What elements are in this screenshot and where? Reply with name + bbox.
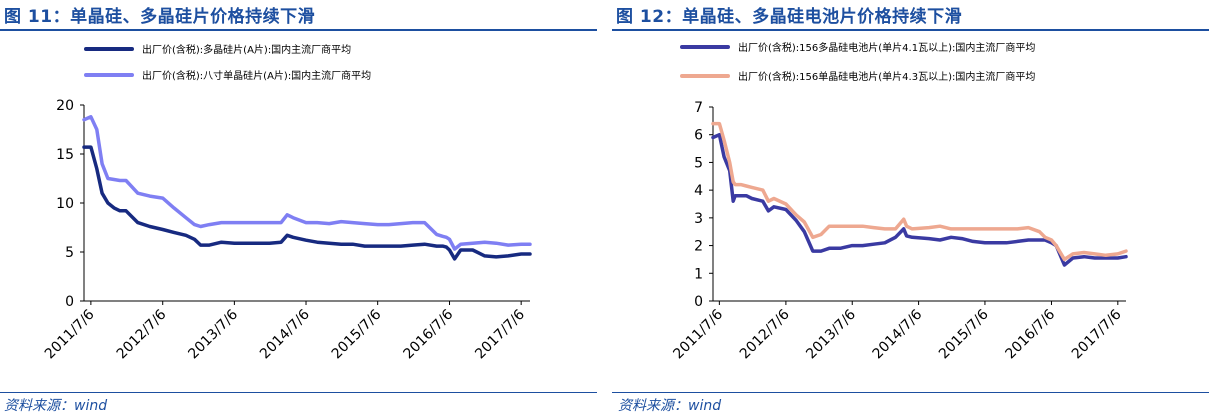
bottom-rule-right	[612, 392, 1209, 393]
title-rule	[0, 29, 597, 31]
series-line-1	[82, 145, 532, 261]
figure-11-panel: 图 11：单晶硅、多晶硅片价格持续下滑 0 5 10 15 20 2011/7/6 2012…	[0, 0, 597, 393]
legend-label-2: 出厂价(含税):156单晶硅电池片(单片4.3瓦以上):国内主流厂商平均	[738, 70, 1035, 83]
x-tick-label: 2016/7/6	[401, 306, 457, 362]
figure-12-panel: 图 12：单晶硅、多晶硅电池片价格持续下滑 0 1 2 3 4 5 6 7 2011/7/6 20…	[612, 0, 1209, 393]
figure-title: 图 11：单晶硅、多晶硅片价格持续下滑	[4, 7, 316, 27]
chart-figure-12: 0 1 2 3 4 5 6 7 2011/7/6 2012/7/6 2013/7/6 2014/7/6…	[670, 41, 1128, 362]
x-tick-label: 2011/7/6	[670, 306, 726, 362]
x-tick-label: 2014/7/6	[870, 306, 926, 362]
figure-title: 图 12：单晶硅、多晶硅电池片价格持续下滑	[616, 7, 963, 27]
series-line-2	[711, 121, 1128, 262]
bottom-rule-left	[0, 392, 597, 393]
x-tick-label: 2016/7/6	[1003, 306, 1059, 362]
y-tick-label: 5	[65, 245, 74, 261]
x-tick-label: 2015/7/6	[936, 306, 992, 362]
y-tick-label: 0	[694, 294, 703, 310]
x-tick-label: 2013/7/6	[185, 306, 241, 362]
x-tick-label: 2017/7/6	[472, 306, 528, 362]
legend-label-2: 出厂价(含税):八寸单晶硅片(A片):国内主流厂商平均	[142, 69, 371, 82]
y-tick-label: 2	[694, 239, 703, 255]
x-tick-label: 2017/7/6	[1069, 306, 1125, 362]
y-tick-label: 10	[56, 196, 74, 212]
source-note: 资料来源：wind	[4, 398, 108, 414]
chart-figure-11: 0 5 10 15 20 2011/7/6 2012/7/6 2013/7/6 2014/7/6…	[42, 43, 532, 362]
y-tick-label: 7	[694, 100, 703, 116]
x-tick-label: 2011/7/6	[42, 306, 98, 362]
y-tick-label: 0	[65, 294, 74, 310]
y-tick-label: 20	[56, 98, 74, 114]
legend-label-1: 出厂价(含税):156多晶硅电池片(单片4.1瓦以上):国内主流厂商平均	[738, 41, 1035, 54]
x-tick-label: 2015/7/6	[329, 306, 385, 362]
y-tick-label: 1	[694, 266, 703, 282]
x-tick-label: 2013/7/6	[803, 306, 859, 362]
y-tick-label: 4	[694, 183, 703, 199]
y-tick-label: 6	[694, 128, 703, 144]
x-tick-label: 2014/7/6	[257, 306, 313, 362]
title-rule	[612, 29, 1209, 31]
legend-label-1: 出厂价(含税):多晶硅片(A片):国内主流厂商平均	[142, 43, 351, 56]
x-tick-label: 2012/7/6	[114, 306, 170, 362]
y-tick-label: 3	[694, 211, 703, 227]
y-tick-label: 15	[56, 147, 74, 163]
y-tick-label: 5	[694, 155, 703, 171]
source-note: 资料来源：wind	[618, 398, 722, 414]
x-tick-label: 2012/7/6	[737, 306, 793, 362]
series-line-2	[82, 115, 532, 251]
